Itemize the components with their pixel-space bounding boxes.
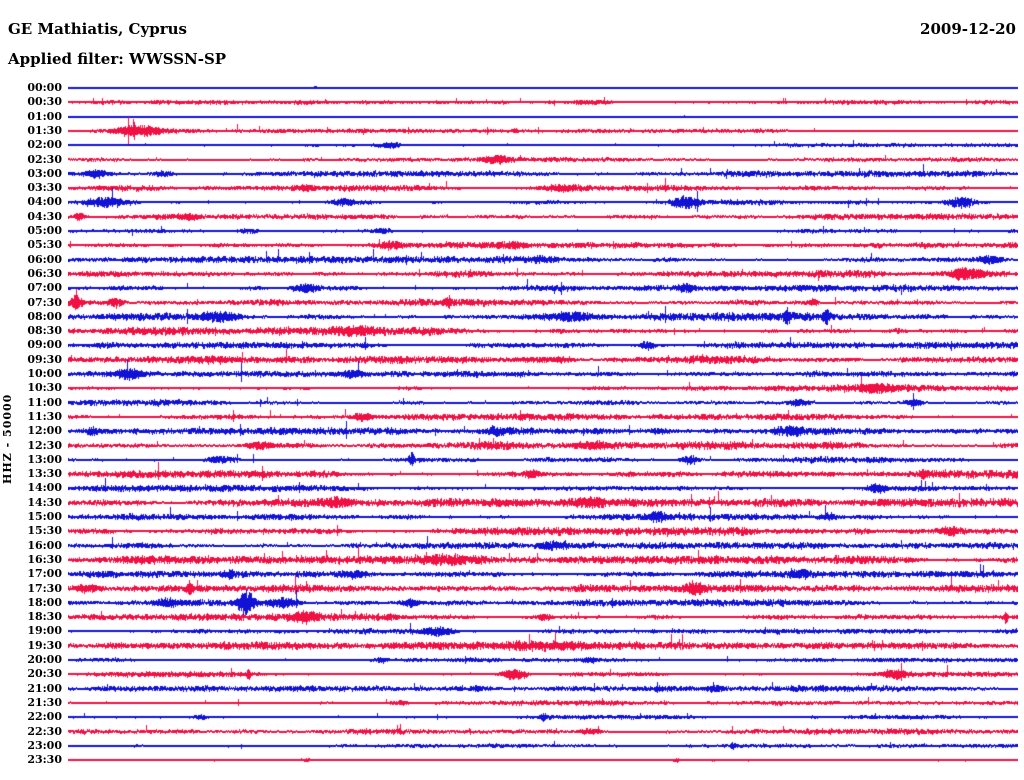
time-label: 03:00 — [27, 167, 62, 180]
time-label: 09:30 — [27, 353, 62, 366]
time-label: 11:00 — [27, 396, 62, 409]
time-label: 15:30 — [27, 524, 62, 537]
time-label: 07:30 — [27, 296, 62, 309]
time-label: 02:00 — [27, 138, 62, 151]
time-label: 22:00 — [27, 710, 62, 723]
time-label: 23:30 — [27, 753, 62, 766]
time-label: 21:00 — [27, 682, 62, 695]
time-label: 21:30 — [27, 696, 62, 709]
time-label: 06:00 — [27, 253, 62, 266]
time-label: 12:30 — [27, 439, 62, 452]
time-label: 04:30 — [27, 210, 62, 223]
time-label: 14:30 — [27, 496, 62, 509]
time-label: 20:30 — [27, 667, 62, 680]
time-label: 19:30 — [27, 639, 62, 652]
time-label: 13:00 — [27, 453, 62, 466]
time-label: 03:30 — [27, 181, 62, 194]
seismogram-traces-canvas — [68, 0, 1018, 780]
time-label: 19:00 — [27, 624, 62, 637]
time-label: 01:30 — [27, 124, 62, 137]
time-label: 02:30 — [27, 153, 62, 166]
time-label: 08:00 — [27, 310, 62, 323]
time-label: 16:00 — [27, 539, 62, 552]
time-label: 00:30 — [27, 95, 62, 108]
time-label: 14:00 — [27, 481, 62, 494]
time-label: 22:30 — [27, 725, 62, 738]
time-label: 10:00 — [27, 367, 62, 380]
time-label: 11:30 — [27, 410, 62, 423]
time-label: 17:00 — [27, 567, 62, 580]
time-label: 17:30 — [27, 582, 62, 595]
time-label: 23:00 — [27, 739, 62, 752]
time-label: 20:00 — [27, 653, 62, 666]
time-label: 09:00 — [27, 338, 62, 351]
time-label: 12:00 — [27, 424, 62, 437]
time-label: 01:00 — [27, 110, 62, 123]
time-label: 18:00 — [27, 596, 62, 609]
time-label: 08:30 — [27, 324, 62, 337]
time-label: 18:30 — [27, 610, 62, 623]
time-label: 04:00 — [27, 195, 62, 208]
time-label: 05:30 — [27, 238, 62, 251]
time-label: 10:30 — [27, 381, 62, 394]
time-label: 07:00 — [27, 281, 62, 294]
time-label: 16:30 — [27, 553, 62, 566]
time-label: 13:30 — [27, 467, 62, 480]
time-label: 15:00 — [27, 510, 62, 523]
time-label: 00:00 — [27, 81, 62, 94]
time-label: 06:30 — [27, 267, 62, 280]
time-label: 05:00 — [27, 224, 62, 237]
